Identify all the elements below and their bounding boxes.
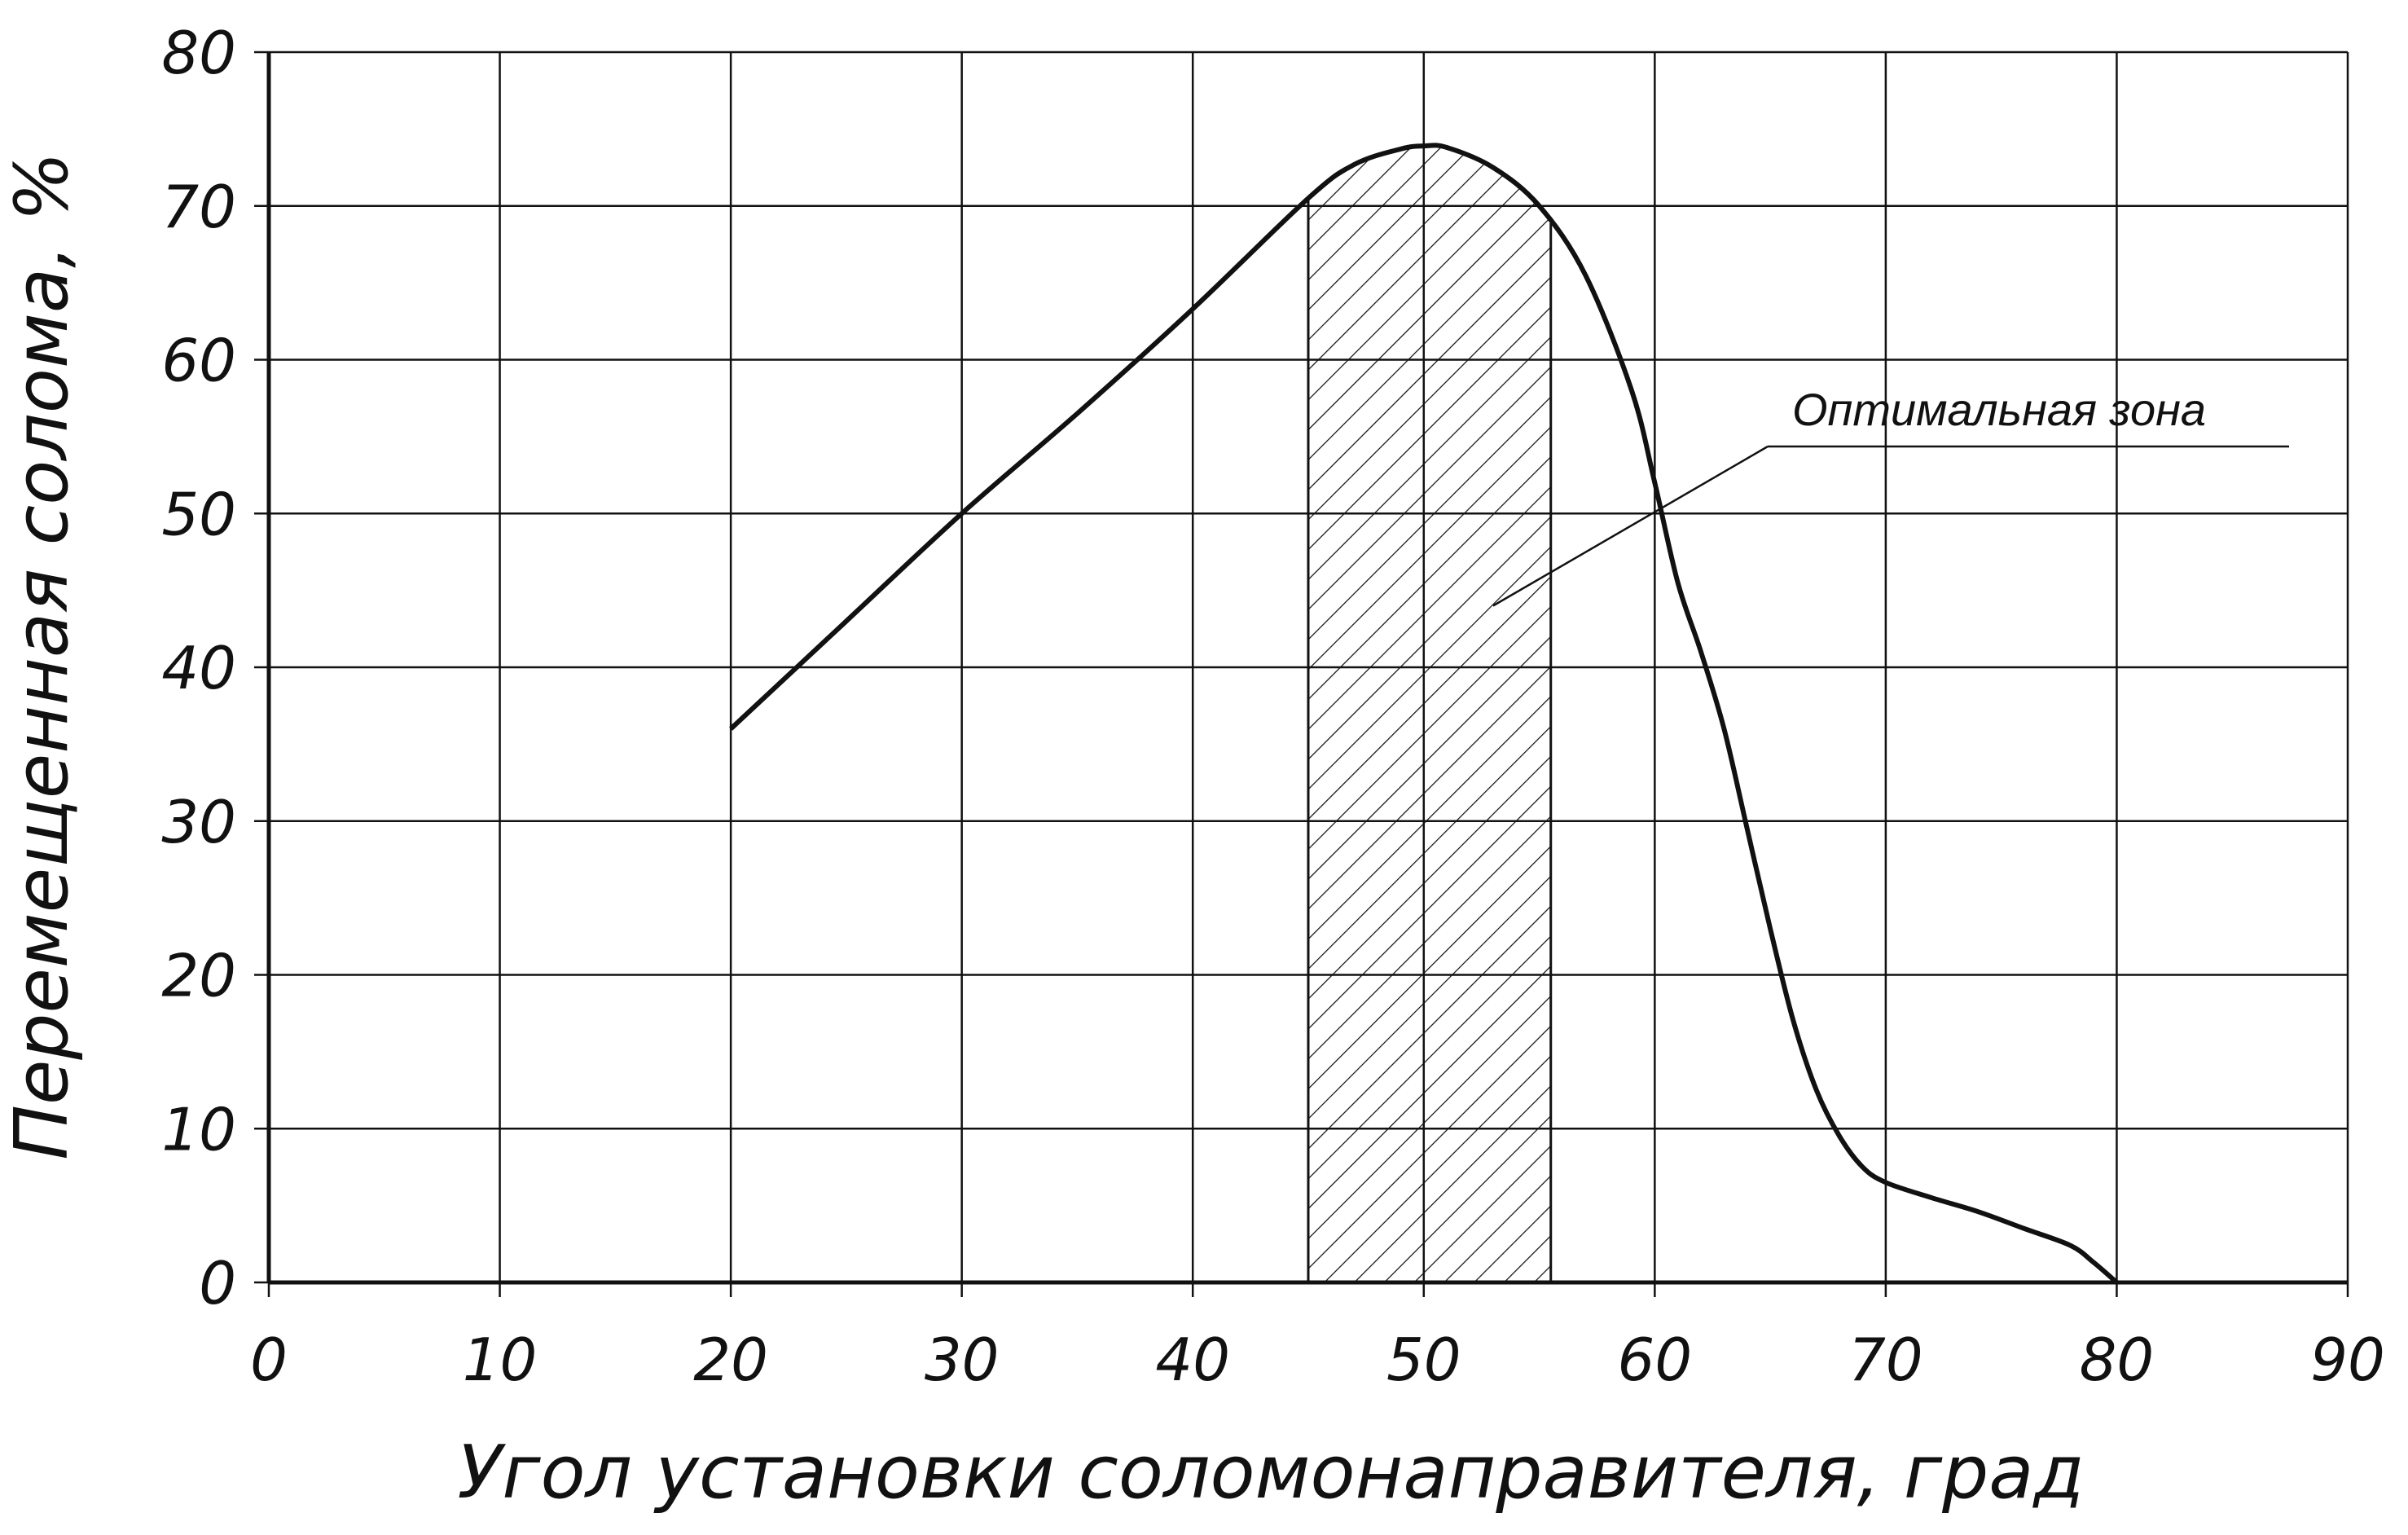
y-tick-label: 50 <box>161 480 236 548</box>
x-tick-label: 80 <box>2080 1326 2155 1394</box>
x-tick-label: 90 <box>2310 1326 2385 1394</box>
x-tick-label: 0 <box>250 1326 288 1394</box>
x-tick-label: 30 <box>925 1326 1000 1394</box>
y-tick-label: 80 <box>161 19 236 87</box>
series-curve <box>729 143 2119 1285</box>
y-tick-label: 40 <box>161 634 236 702</box>
annotation: Оптимальная зона <box>1492 384 2289 607</box>
x-tick-label: 60 <box>1618 1326 1693 1394</box>
y-tick-label: 60 <box>161 327 236 395</box>
y-tick-labels: 0 10 20 30 40 50 60 70 80 <box>161 19 236 1317</box>
y-tick-label: 10 <box>161 1095 236 1163</box>
x-tick-label: 10 <box>463 1326 538 1394</box>
annotation-text: Оптимальная зона <box>1792 384 2206 435</box>
y-tick-label: 0 <box>199 1249 236 1317</box>
x-axis-title: Угол установки соломонаправителя, град <box>457 1430 2084 1515</box>
x-tick-label: 20 <box>693 1326 768 1394</box>
optimal-zone-band <box>1307 145 1553 1282</box>
annotation-leader-diagonal <box>1492 445 1769 607</box>
y-tick-label: 30 <box>161 788 236 856</box>
series-line <box>729 143 2119 1285</box>
y-tick-label: 70 <box>161 173 236 241</box>
y-tick-label: 20 <box>161 942 236 1010</box>
x-tick-label: 70 <box>1848 1326 1923 1394</box>
y-axis-title: Перемещенная солома, % <box>0 152 85 1159</box>
x-tick-label: 50 <box>1386 1326 1461 1394</box>
band-hatch <box>1308 145 1551 1282</box>
x-tick-labels: 0 10 20 30 40 50 60 70 80 90 <box>250 1326 2385 1394</box>
x-tick-label: 40 <box>1155 1326 1230 1394</box>
axes <box>254 51 2349 1297</box>
